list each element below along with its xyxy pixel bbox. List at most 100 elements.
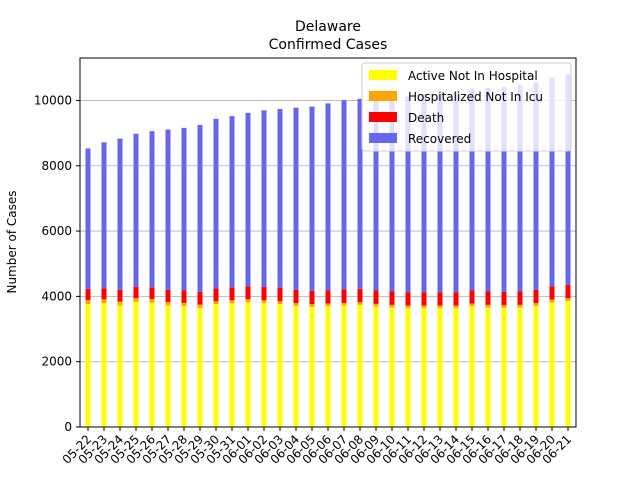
bar-segment bbox=[117, 305, 123, 427]
legend-label: Active Not In Hospital bbox=[408, 69, 538, 83]
bar-segment bbox=[165, 305, 171, 427]
bar-segment bbox=[453, 292, 459, 306]
bar-segment bbox=[277, 303, 283, 427]
bar-segment bbox=[293, 305, 299, 427]
bar-segment bbox=[485, 304, 491, 308]
bar-segment bbox=[501, 307, 507, 427]
bar-segment bbox=[421, 94, 427, 293]
bar-segment bbox=[421, 292, 427, 306]
bar-segment bbox=[149, 298, 155, 303]
bar-segment bbox=[149, 302, 155, 427]
bar-segment bbox=[213, 288, 219, 302]
y-axis: 0 2000 4000 6000 8000 10000 bbox=[34, 93, 80, 434]
bar-segment bbox=[437, 305, 443, 309]
bar-segment bbox=[501, 305, 507, 308]
bar-segment bbox=[405, 292, 411, 306]
bar-segment bbox=[293, 303, 299, 306]
bar-segment bbox=[533, 82, 539, 290]
bar-segment bbox=[165, 302, 171, 306]
bar-segment bbox=[149, 287, 155, 299]
bar-segment bbox=[341, 289, 347, 303]
bar-segment bbox=[341, 100, 347, 290]
bar-segment bbox=[437, 308, 443, 427]
bar-segment bbox=[405, 96, 411, 293]
bar-segment bbox=[565, 298, 571, 301]
y-tick-label: 0 bbox=[64, 420, 72, 434]
bar-segment bbox=[133, 301, 139, 427]
legend-swatch bbox=[369, 70, 397, 80]
bar-segment bbox=[245, 286, 251, 300]
bar-segment bbox=[117, 138, 123, 290]
bar-segment bbox=[453, 91, 459, 293]
bar-segment bbox=[485, 88, 491, 292]
bar-segment bbox=[469, 303, 475, 307]
bar-segment bbox=[133, 133, 139, 287]
bar-segment bbox=[293, 107, 299, 290]
legend-label: Recovered bbox=[408, 132, 471, 146]
bar-segment bbox=[421, 305, 427, 309]
bar-segment bbox=[101, 299, 107, 303]
bar-segment bbox=[133, 286, 139, 299]
bar-segment bbox=[469, 88, 475, 291]
bar-segment bbox=[245, 302, 251, 427]
legend-swatch bbox=[369, 91, 397, 101]
bar-segment bbox=[549, 302, 555, 427]
legend-label: Death bbox=[408, 111, 444, 125]
bar-segment bbox=[517, 291, 523, 305]
bar-segment bbox=[357, 288, 363, 303]
bar-segment bbox=[437, 292, 443, 306]
bar-segment bbox=[325, 303, 331, 307]
bar-segment bbox=[485, 307, 491, 427]
bar-segment bbox=[565, 74, 571, 285]
bar-segment bbox=[277, 108, 283, 288]
y-axis-label: Number of Cases bbox=[5, 190, 19, 293]
bar-segment bbox=[197, 124, 203, 292]
bar-segment bbox=[565, 284, 571, 299]
bar-segment bbox=[453, 305, 459, 309]
bar-segment bbox=[469, 290, 475, 304]
bar-segment bbox=[389, 304, 395, 308]
bar-segment bbox=[309, 106, 315, 291]
legend: Active Not In Hospital Hospitalized Not I… bbox=[361, 62, 572, 152]
bar-segment bbox=[373, 303, 379, 307]
bar-segment bbox=[325, 306, 331, 427]
bar-segment bbox=[373, 290, 379, 304]
y-tick-label: 2000 bbox=[41, 355, 72, 369]
bar-segment bbox=[357, 302, 363, 305]
bar-segment bbox=[389, 307, 395, 427]
bar-segment bbox=[533, 303, 539, 306]
bar-segment bbox=[85, 288, 91, 300]
bar-segment bbox=[213, 301, 219, 305]
legend-label: Hospitalized Not In Icu bbox=[408, 90, 543, 104]
bar-segment bbox=[485, 291, 491, 305]
bar-segment bbox=[181, 290, 187, 303]
y-tick-label: 8000 bbox=[41, 159, 72, 173]
bar-segment bbox=[261, 110, 267, 287]
bar-segment bbox=[261, 302, 267, 427]
bar-segment bbox=[229, 116, 235, 288]
bars bbox=[85, 74, 571, 427]
bar-segment bbox=[501, 291, 507, 306]
bar-segment bbox=[117, 289, 123, 302]
bar-segment bbox=[101, 142, 107, 289]
bar-segment bbox=[117, 301, 123, 306]
bar-segment bbox=[389, 291, 395, 305]
bar-segment bbox=[245, 299, 251, 303]
bar-segment bbox=[421, 308, 427, 427]
bar-segment bbox=[549, 299, 555, 303]
y-tick-label: 4000 bbox=[41, 289, 72, 303]
bar-segment bbox=[197, 307, 203, 427]
legend-box bbox=[361, 62, 572, 152]
bar-segment bbox=[309, 290, 315, 305]
bar-segment bbox=[277, 301, 283, 304]
bar-segment bbox=[325, 290, 331, 304]
bar-segment bbox=[101, 288, 107, 300]
bar-segment bbox=[149, 131, 155, 288]
bar-segment bbox=[517, 304, 523, 308]
bar-segment bbox=[357, 98, 363, 289]
bar-segment bbox=[405, 305, 411, 309]
bar-segment bbox=[309, 304, 315, 307]
bar-segment bbox=[277, 287, 283, 302]
bar-segment bbox=[165, 289, 171, 303]
